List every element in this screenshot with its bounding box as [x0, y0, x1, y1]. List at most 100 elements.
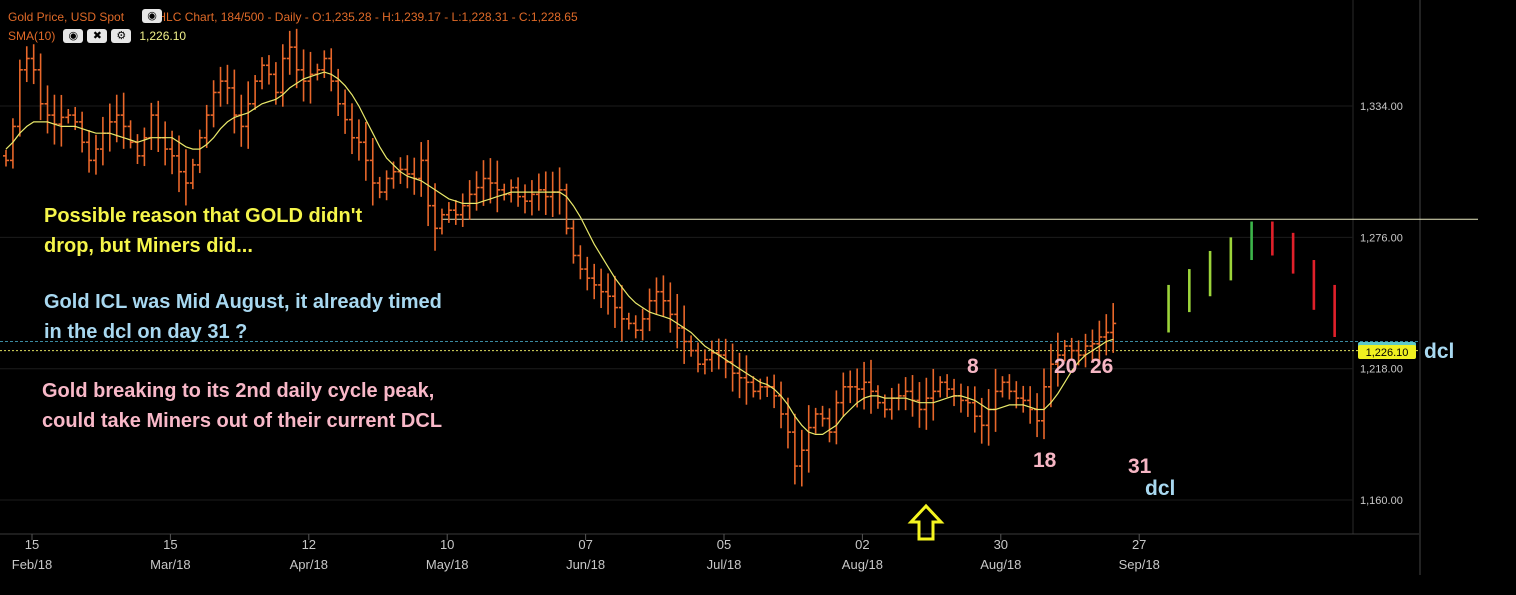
ohlc-bar	[798, 429, 805, 487]
ohlc-bar	[826, 408, 833, 443]
close-icon[interactable]: ✖	[87, 29, 108, 43]
ohlc-bar	[196, 129, 203, 174]
x-tick-sublabel: Jun/18	[566, 557, 605, 572]
annotation-yellow-line2: drop, but Miners did...	[44, 235, 253, 257]
x-tick-label: 05	[717, 537, 731, 552]
ohlc-bar	[1110, 303, 1117, 353]
y-tick-label: 1,218.00	[1360, 364, 1403, 376]
ohlc-bar	[805, 405, 812, 473]
annotation-pink-line1: Gold breaking to its 2nd daily cycle pea…	[42, 380, 435, 402]
x-tick-label: 15	[163, 537, 177, 552]
dcl-label-bottom: dcl	[1145, 477, 1176, 500]
annotation-blue-line2: in the dcl on day 31 ?	[44, 321, 248, 343]
x-tick-sublabel: Feb/18	[12, 557, 52, 572]
x-tick-sublabel: Aug/18	[980, 557, 1021, 572]
ohlc-bar	[445, 202, 452, 223]
ohlc-bar	[1020, 385, 1027, 413]
ohlc-bar	[203, 104, 210, 148]
ohlc-bar	[847, 370, 854, 404]
ohlc-bar	[466, 180, 473, 220]
ohlc-bar	[812, 407, 819, 434]
annotation-blue-line1: Gold ICL was Mid August, it already time…	[44, 291, 442, 313]
ohlc-bar	[570, 220, 577, 264]
ohlc-bar	[944, 374, 951, 398]
annotation-yellow: Possible reason that GOLD didn't drop, b…	[44, 201, 362, 261]
annotation-pink-line2: could take Miners out of their current D…	[42, 410, 443, 432]
last-price-tag-box	[1358, 345, 1416, 359]
ohlc-bar	[355, 119, 362, 161]
ohlc-bar	[902, 377, 909, 411]
indicator-value: 1,226.10	[139, 29, 187, 43]
y-tick-label: 1,160.00	[1360, 495, 1403, 507]
cycle-day-8: 8	[967, 355, 979, 378]
ohlc-bar	[1103, 314, 1110, 356]
ohlc-bar	[964, 386, 971, 417]
indicator-header: SMA(10) ◉ ✖ ⚙ 1,226.10	[8, 29, 186, 43]
last-price-label: 1,226.10	[1366, 347, 1409, 359]
ohlc-bar	[743, 355, 750, 405]
ohlc-bar	[286, 30, 293, 75]
x-tick-label: 15	[25, 537, 39, 552]
ohlc-bar	[916, 382, 923, 428]
ohlc-bar	[279, 44, 286, 107]
x-tick-sublabel: Jul/18	[707, 557, 742, 572]
ohlc-bar	[86, 130, 93, 173]
ohlc-bar	[1013, 381, 1020, 409]
ohlc-bar	[473, 171, 480, 211]
ohlc-bar	[113, 94, 120, 143]
ohlc-bar	[452, 200, 459, 225]
ohlc-bar	[252, 75, 259, 110]
ohlc-bar	[189, 158, 196, 190]
up-arrow-icon	[907, 503, 945, 541]
ohlc-bar	[1054, 332, 1061, 387]
x-tick-sublabel: Mar/18	[150, 557, 190, 572]
ohlc-bar	[494, 160, 501, 213]
ohlc-bar	[224, 64, 231, 105]
eye-icon[interactable]: ◉	[142, 9, 162, 23]
gear-icon[interactable]: ⚙	[111, 29, 132, 43]
ohlc-bar	[383, 170, 390, 201]
ohlc-bar	[784, 397, 791, 449]
ohlc-bar	[611, 275, 618, 328]
ohlc-bar	[418, 142, 425, 197]
eye-icon[interactable]: ◉	[63, 29, 84, 43]
reference-lines	[0, 218, 1478, 352]
cycle-day-18: 18	[1033, 449, 1057, 472]
ohlc-bar	[688, 335, 695, 357]
ohlc-bar	[16, 59, 23, 137]
x-tick-label: 12	[302, 537, 316, 552]
ohlc-bar	[245, 81, 252, 149]
ohlc-bar	[508, 179, 515, 203]
ohlc-bar	[3, 149, 9, 167]
ohlc-bar	[342, 89, 349, 134]
ohlc-bar	[660, 275, 667, 318]
ohlc-bar	[425, 140, 432, 227]
ohlc-bar	[701, 349, 708, 375]
ohlc-bar	[44, 85, 51, 134]
ohlc-bar	[1027, 386, 1034, 424]
ohlc-bar	[618, 285, 625, 342]
ohlc-bar	[632, 315, 639, 339]
ohlc-bar	[231, 69, 238, 134]
annotation-yellow-line1: Possible reason that GOLD didn't	[44, 205, 363, 227]
ohlc-bar	[349, 103, 355, 155]
ohlc-bar	[1089, 329, 1096, 361]
cycle-day-26: 26	[1090, 355, 1114, 378]
x-tick-label: 10	[440, 537, 454, 552]
ohlc-bar	[9, 118, 16, 169]
ohlc-bar	[65, 108, 72, 124]
ohlc-bar	[300, 49, 307, 102]
y-tick-label: 1,334.00	[1360, 101, 1403, 113]
ohlc-bar	[861, 361, 868, 410]
ohlc-bar	[522, 184, 528, 214]
ohlc-bar	[79, 111, 86, 153]
ohlc-bar	[438, 208, 445, 235]
ohlc-bar	[930, 368, 937, 421]
ohlc-bar	[819, 405, 826, 427]
ohlc-bar	[459, 193, 466, 227]
ohlc-bar	[874, 385, 881, 409]
ohlc-bar	[605, 273, 612, 315]
ohlc-bar	[591, 263, 598, 300]
